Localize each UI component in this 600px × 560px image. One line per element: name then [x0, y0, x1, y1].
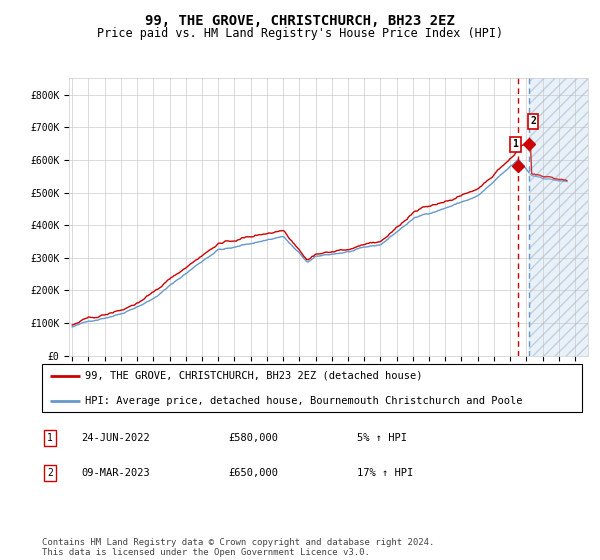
- Text: 1: 1: [47, 433, 53, 443]
- Text: 24-JUN-2022: 24-JUN-2022: [81, 433, 150, 443]
- Text: 1: 1: [512, 139, 518, 150]
- Text: £580,000: £580,000: [228, 433, 278, 443]
- Text: Price paid vs. HM Land Registry's House Price Index (HPI): Price paid vs. HM Land Registry's House …: [97, 27, 503, 40]
- Text: 09-MAR-2023: 09-MAR-2023: [81, 468, 150, 478]
- Bar: [529, 78, 591, 356]
- Text: 2: 2: [47, 468, 53, 478]
- Bar: [529, 78, 591, 356]
- Text: Contains HM Land Registry data © Crown copyright and database right 2024.
This d: Contains HM Land Registry data © Crown c…: [42, 538, 434, 557]
- Text: HPI: Average price, detached house, Bournemouth Christchurch and Poole: HPI: Average price, detached house, Bour…: [85, 396, 523, 406]
- FancyBboxPatch shape: [42, 364, 582, 412]
- Text: £650,000: £650,000: [228, 468, 278, 478]
- Text: 99, THE GROVE, CHRISTCHURCH, BH23 2EZ (detached house): 99, THE GROVE, CHRISTCHURCH, BH23 2EZ (d…: [85, 371, 423, 381]
- Text: 99, THE GROVE, CHRISTCHURCH, BH23 2EZ: 99, THE GROVE, CHRISTCHURCH, BH23 2EZ: [145, 14, 455, 28]
- Text: 2: 2: [530, 116, 536, 127]
- Text: 5% ↑ HPI: 5% ↑ HPI: [357, 433, 407, 443]
- Text: 17% ↑ HPI: 17% ↑ HPI: [357, 468, 413, 478]
